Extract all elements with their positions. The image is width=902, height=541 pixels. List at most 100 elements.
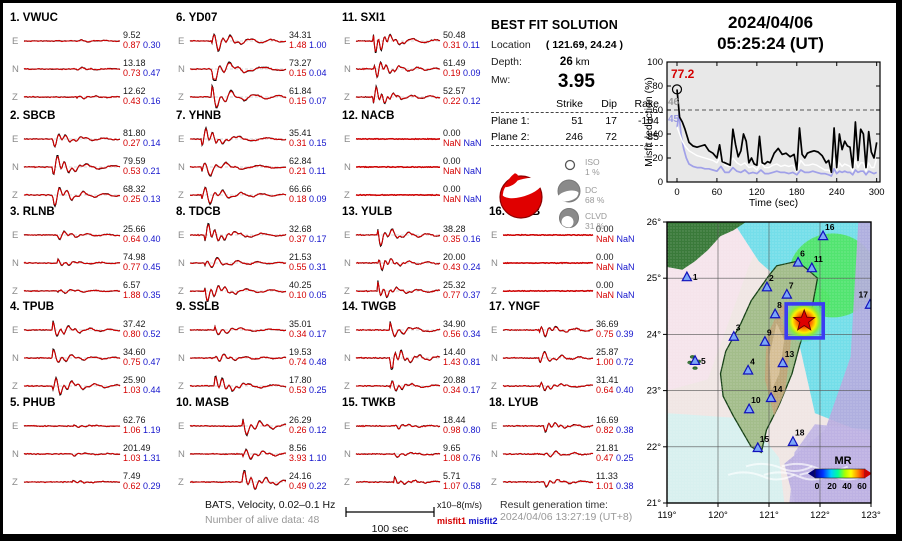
misfit1-value: 0.19: [443, 68, 461, 78]
station-marker: [681, 270, 693, 282]
misfit2-value: 0.80: [463, 425, 481, 435]
waveform-trace: [189, 125, 287, 147]
frame-left: [0, 0, 3, 541]
misfit1-value: 0.53: [123, 166, 141, 176]
component-label: Z: [491, 286, 497, 297]
trace-values: 24.16 0.49 0.22: [289, 471, 335, 491]
svg-text:0: 0: [674, 187, 679, 198]
svg-text:122°: 122°: [810, 510, 830, 521]
trace-values: 25.32 0.77 0.37: [443, 280, 489, 300]
peak-amplitude: 9.65: [443, 443, 461, 453]
peak-amplitude: 40.25: [289, 280, 312, 290]
component-label: N: [344, 353, 351, 364]
misfit2-value: 0.09: [309, 194, 327, 204]
station-marker: [728, 330, 740, 341]
peak-amplitude: 37.42: [123, 319, 146, 329]
misfit-reduction-chart: 0 60 120 180 240 300 0 20 40 60 80 100 77.2 46 45 Time …: [643, 52, 902, 210]
misfit2-value: 0.07: [309, 96, 327, 106]
waveform-trace: [355, 451, 441, 458]
waveform-trace: [23, 230, 121, 241]
waveform-trace: [23, 424, 121, 429]
waveform-trace: [189, 448, 287, 461]
svg-text:23°: 23°: [647, 386, 662, 397]
trace-values: 0.00 NaN NaN: [443, 156, 489, 176]
station-marker-label: 18: [795, 428, 805, 438]
svg-text:22°: 22°: [647, 442, 662, 453]
misfit1-value: 1.08: [443, 453, 461, 463]
peak-amplitude: 0.00: [443, 184, 461, 194]
component-label: Z: [178, 92, 184, 103]
station-block: 14. TWGB E 34.90 0.56 0.34 N 14.40 1.43 0.81…: [342, 301, 490, 397]
peak-amplitude: 6.57: [123, 280, 141, 290]
waveform-trace: [355, 60, 441, 79]
svg-text:120°: 120°: [708, 510, 728, 521]
station-marker: [769, 307, 781, 319]
colorbar-tick-label: 0: [815, 481, 820, 491]
svg-text:26°: 26°: [647, 217, 662, 228]
waveform-trace: [189, 418, 287, 437]
svg-text:Misfit reduction (%): Misfit reduction (%): [643, 77, 655, 167]
component-label: N: [491, 353, 498, 364]
svg-text:100: 100: [647, 57, 663, 68]
result-time-block: Result generation time: 2024/04/06 13:27…: [500, 499, 632, 523]
trace-values: 9.65 1.08 0.76: [443, 443, 489, 463]
misfit2-value: 0.25: [309, 385, 327, 395]
waveform-trace: [355, 280, 441, 299]
station-waveform-grid: 1. VWUC E 9.52 0.87 0.30 N 13.18 0.73 0.47 Z 1…: [10, 12, 643, 493]
station-block: 2. SBCB E 81.80 0.27 0.14 N 79.59 0.53 0.21 Z…: [10, 110, 170, 208]
component-label: N: [12, 162, 19, 173]
bandpass-label: BATS, Velocity, 0.02–0.1 Hz: [205, 499, 336, 511]
trace-values: 66.66 0.18 0.09: [289, 184, 335, 204]
misfit1-value: 0.35: [443, 234, 461, 244]
component-label: Z: [178, 286, 184, 297]
svg-text:45: 45: [668, 114, 680, 125]
component-label: E: [12, 36, 19, 47]
waveform-trace: [355, 257, 441, 272]
location-value: ( 121.69, 24.24 ): [545, 39, 623, 51]
peak-amplitude: 20.00: [443, 252, 466, 262]
waveform-trace: [355, 33, 441, 54]
misfit1-value: NaN: [596, 290, 615, 300]
svg-text:300: 300: [869, 187, 885, 198]
waveform-trace: [189, 256, 287, 269]
peak-amplitude: 25.90: [123, 375, 146, 385]
misfit2-value: 0.45: [143, 262, 161, 272]
misfit2-value: 0.04: [309, 68, 327, 78]
misfit1-value: 0.77: [443, 290, 461, 300]
waveform-trace: [189, 353, 287, 362]
station-title: 4. TPUB: [10, 301, 55, 313]
station-marker-label: 13: [785, 349, 795, 359]
station-marker-label: 17: [859, 290, 869, 300]
peak-amplitude: 0.00: [443, 128, 461, 138]
waveform-trace: [23, 479, 121, 484]
svg-text:60: 60: [652, 105, 663, 116]
best-fit-panel: BEST FIT SOLUTION Location ( 121.69, 24.…: [491, 18, 663, 230]
peak-amplitude: 19.53: [289, 347, 312, 357]
station-block: 8. TDCB E 32.68 0.37 0.17 N 21.53 0.55 0.31 Z…: [176, 206, 336, 302]
component-label: Z: [491, 381, 497, 392]
misfit2-value: NaN: [463, 166, 482, 176]
component-label: Z: [178, 381, 184, 392]
peak-amplitude: 25.66: [123, 224, 146, 234]
event-date: 2024/04/06: [727, 13, 814, 32]
misfit2-value: 0.30: [143, 40, 161, 50]
trace-values: 0.00 NaN NaN: [596, 224, 642, 244]
component-label: N: [178, 64, 185, 75]
waveform-trace: [502, 422, 594, 433]
misfit1-value: 0.75: [596, 329, 614, 339]
misfit2-value: NaN: [463, 138, 482, 148]
trace-values: 20.88 0.34 0.17: [443, 375, 489, 395]
station-marker-label: 6: [800, 248, 805, 258]
station-block: 12. NACB E 0.00 NaN NaN N 0.00 NaN NaN Z 0.00 …: [342, 110, 490, 206]
station-block: 18. LYUB E 16.69 0.82 0.38 N 21.81 0.47 0.25…: [489, 397, 643, 493]
misfit2-value: 1.19: [143, 425, 161, 435]
trace-values: 5.71 1.07 0.58: [443, 471, 489, 491]
waveform-trace: [23, 320, 121, 338]
station-marker: [817, 229, 829, 241]
trace-values: 11.33 1.01 0.38: [596, 471, 642, 491]
misfit2-value: 0.39: [616, 329, 634, 339]
peak-amplitude: 0.00: [596, 280, 614, 290]
misfit2-value: 0.40: [143, 234, 161, 244]
misfit1-value: 0.77: [123, 262, 141, 272]
peak-amplitude: 61.49: [443, 58, 466, 68]
